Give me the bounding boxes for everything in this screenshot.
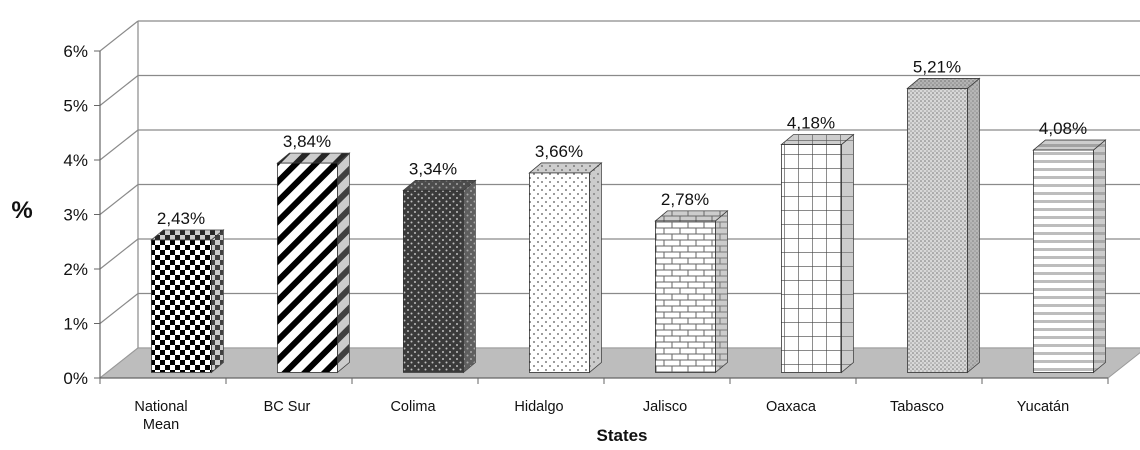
bar-7 — [1032, 139, 1107, 374]
y-tick-label: 3% — [63, 206, 88, 225]
side-gridline — [99, 184, 139, 215]
bar-side-shade — [1093, 140, 1106, 373]
bar-2 — [402, 179, 477, 374]
bar-top-shade — [907, 78, 980, 89]
bar-front — [1033, 149, 1094, 373]
category-label: Mean — [143, 417, 179, 433]
bar-3 — [528, 162, 603, 374]
y-tick-label: 0% — [63, 369, 88, 388]
bar-1 — [276, 152, 351, 374]
bar-top-shade — [277, 153, 350, 164]
bar-side-shade — [715, 210, 728, 373]
bar-5 — [780, 133, 855, 374]
bar-side-shade — [589, 162, 602, 373]
chart-floor — [98, 347, 1140, 379]
category-label: Tabasco — [890, 399, 944, 415]
bar-6 — [906, 77, 981, 374]
category-label: Hidalgo — [514, 399, 563, 415]
bar-front — [655, 220, 716, 373]
category-label: BC Sur — [264, 399, 311, 415]
bar-front — [529, 172, 590, 373]
category-label: Colima — [390, 399, 436, 415]
bar-top-shade — [151, 229, 224, 240]
back-wall-grid — [99, 20, 1140, 379]
y-tick-label: 4% — [63, 151, 88, 170]
side-gridline — [99, 238, 139, 270]
bar-top-shade — [529, 162, 602, 173]
bar-side-shade — [337, 153, 350, 373]
y-tick-label: 6% — [63, 42, 88, 61]
data-labels: 2,43% 3,84% 3,34% 3,66% 2,78% 4,18% 5,21% 4,08% — [157, 57, 1087, 228]
bar-4 — [654, 210, 729, 374]
bar-front — [907, 88, 968, 373]
y-axis-title: % — [11, 197, 32, 224]
data-label: 4,08% — [1039, 119, 1087, 138]
data-label: 3,84% — [283, 132, 331, 151]
category-label: National — [134, 399, 187, 415]
bar-top-shade — [403, 180, 476, 191]
category-label: Jalisco — [643, 399, 687, 415]
data-label: 2,78% — [661, 190, 709, 209]
floor-plane — [98, 347, 1140, 379]
bar-side-shade — [211, 229, 224, 373]
side-gridline — [99, 129, 139, 161]
side-gridline — [99, 20, 139, 52]
y-tick-label: 1% — [63, 315, 88, 334]
data-label: 3,66% — [535, 142, 583, 161]
category-label: Oaxaca — [766, 399, 817, 415]
bar-side-shade — [841, 134, 854, 373]
data-label: 5,21% — [913, 57, 961, 76]
bar-side-shade — [967, 78, 980, 373]
bar-top-shade — [781, 134, 854, 145]
data-label: 2,43% — [157, 209, 205, 228]
category-label: Yucatán — [1017, 399, 1069, 415]
side-gridline — [99, 293, 139, 324]
x-axis-title: States — [596, 426, 647, 445]
bar-0 — [150, 229, 225, 374]
data-label: 4,18% — [787, 114, 835, 133]
bar-front — [276, 162, 338, 373]
data-label: 3,34% — [409, 159, 457, 178]
bar-series — [150, 77, 1107, 374]
bar-front — [150, 239, 212, 373]
bar-front — [781, 144, 842, 373]
bar-top-shade — [1033, 140, 1106, 151]
y-tick-label: 2% — [63, 260, 88, 279]
bar-side-shade — [463, 180, 476, 373]
y-tick-label: 5% — [63, 97, 88, 116]
axes: National Mean BC Sur Colima Hidalgo Jalisco Oa… — [11, 42, 1109, 445]
side-gridline — [99, 75, 139, 106]
bar-top-shade — [655, 210, 728, 221]
bar-front — [402, 189, 464, 373]
